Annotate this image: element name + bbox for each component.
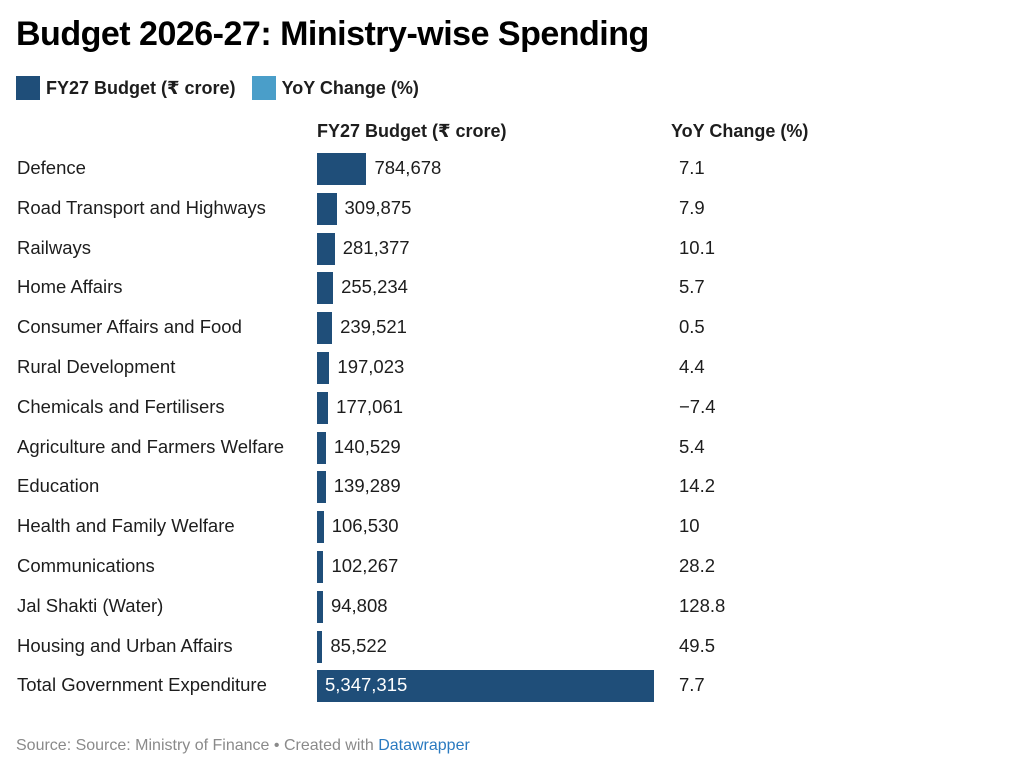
budget-bar — [317, 630, 323, 663]
row-label: Consumer Affairs and Food — [17, 316, 242, 338]
budget-bar — [317, 670, 654, 703]
yoy-value: 7.1 — [679, 157, 705, 178]
yoy-value: 7.9 — [679, 196, 705, 218]
legend-item-yoy: YoY Change (%) — [251, 76, 419, 100]
yoy-value: 14.2 — [679, 475, 716, 497]
budget-bar — [317, 232, 335, 265]
yoy-value: −7.4 — [679, 395, 716, 417]
budget-value: 255,234 — [341, 276, 408, 298]
legend-swatch-yoy — [251, 76, 276, 100]
table-row: Jal Shakti (Water) 94,808 128.8 — [0, 587, 1024, 627]
table-row: Education 139,289 14.2 — [0, 467, 1024, 507]
table-row: Rural Development 197,023 4.4 — [0, 348, 1024, 388]
yoy-value: 28.2 — [679, 555, 716, 576]
budget-bar — [317, 511, 324, 544]
table-row: Home Affairs 255,234 5.7 — [0, 268, 1024, 308]
table-row: Defence 784,678 7.1 — [0, 149, 1024, 189]
legend-label-yoy: YoY Change (%) — [281, 77, 419, 98]
row-label: Education — [17, 475, 100, 497]
budget-bar — [317, 391, 329, 424]
yoy-value: 0.5 — [679, 316, 705, 338]
budget-bar — [317, 551, 324, 583]
budget-value: 784,678 — [374, 157, 442, 178]
budget-bar — [317, 471, 326, 504]
legend-label-budget: FY27 Budget (₹ crore) — [46, 77, 236, 98]
row-label: Road Transport and Highways — [17, 196, 266, 218]
budget-value: 197,023 — [337, 356, 405, 377]
budget-value: 177,061 — [336, 395, 404, 417]
budget-value: 102,267 — [331, 555, 399, 576]
table-row: Agriculture and Farmers Welfare 140,529 5.… — [0, 428, 1024, 468]
table-row: Railways 281,377 10.1 — [0, 229, 1024, 269]
row-label: Rural Development — [17, 356, 176, 377]
budget-bar — [317, 272, 334, 305]
footer: Source: Source: Ministry of Finance • Cr… — [16, 737, 470, 755]
row-label: Communications — [17, 555, 155, 576]
row-label: Chemicals and Fertilisers — [17, 395, 225, 417]
yoy-value: 49.5 — [679, 634, 716, 656]
row-label: Railways — [17, 236, 92, 258]
legend-item-budget: FY27 Budget (₹ crore) — [16, 76, 236, 100]
chart-title: Budget 2026-27: Ministry-wise Spending — [16, 15, 649, 53]
row-label: Home Affairs — [17, 276, 123, 298]
footer-separator: • — [269, 737, 284, 754]
table-row: Consumer Affairs and Food 239,521 0.5 — [0, 308, 1024, 348]
table-row: Chemicals and Fertilisers 177,061 −7.4 — [0, 388, 1024, 428]
budget-bar — [317, 312, 333, 345]
yoy-value: 10 — [679, 515, 700, 537]
source-text: Source: Source: Ministry of Finance — [16, 737, 270, 754]
budget-value: 140,529 — [333, 435, 401, 457]
created-with-text: Created with — [283, 737, 379, 754]
budget-value: 309,875 — [344, 196, 412, 218]
row-label: Health and Family Welfare — [17, 515, 235, 537]
budget-value: 281,377 — [342, 236, 410, 258]
legend: FY27 Budget (₹ crore) YoY Change (%) — [16, 76, 435, 100]
row-label: Housing and Urban Affairs — [17, 634, 233, 656]
budget-bar — [317, 431, 326, 464]
budget-value: 5,347,315 — [325, 674, 408, 696]
budget-value: 239,521 — [340, 316, 407, 338]
budget-bar — [317, 192, 337, 225]
budget-value: 94,808 — [330, 594, 388, 616]
table-row: Communications 102,267 28.2 — [0, 547, 1024, 587]
yoy-value: 4.4 — [679, 356, 705, 377]
budget-value: 85,522 — [330, 634, 387, 656]
table-row: Health and Family Welfare 106,530 10 — [0, 507, 1024, 547]
row-label: Defence — [17, 157, 86, 178]
yoy-value: 128.8 — [679, 594, 726, 616]
budget-bar — [317, 153, 367, 185]
budget-bar — [317, 352, 330, 384]
legend-swatch-budget — [16, 76, 40, 100]
datawrapper-link[interactable]: Datawrapper — [378, 737, 470, 754]
yoy-value: 7.7 — [679, 674, 705, 696]
row-label: Agriculture and Farmers Welfare — [17, 435, 284, 457]
row-label: Jal Shakti (Water) — [17, 594, 164, 616]
yoy-value: 5.7 — [679, 276, 705, 298]
yoy-value: 5.4 — [679, 435, 705, 457]
budget-value: 106,530 — [331, 515, 399, 537]
budget-bar — [317, 590, 323, 623]
budget-value: 139,289 — [333, 475, 401, 497]
yoy-value: 10.1 — [679, 236, 716, 258]
table-row: Housing and Urban Affairs 85,522 49.5 — [0, 627, 1024, 667]
table-row: Road Transport and Highways 309,875 7.9 — [0, 189, 1024, 229]
table-row: Total Government Expenditure 5,347,315 7.7 — [0, 666, 1024, 706]
column-header-budget: FY27 Budget (₹ crore) — [317, 121, 507, 141]
row-label: Total Government Expenditure — [17, 674, 267, 696]
column-header-yoy: YoY Change (%) — [671, 121, 809, 141]
